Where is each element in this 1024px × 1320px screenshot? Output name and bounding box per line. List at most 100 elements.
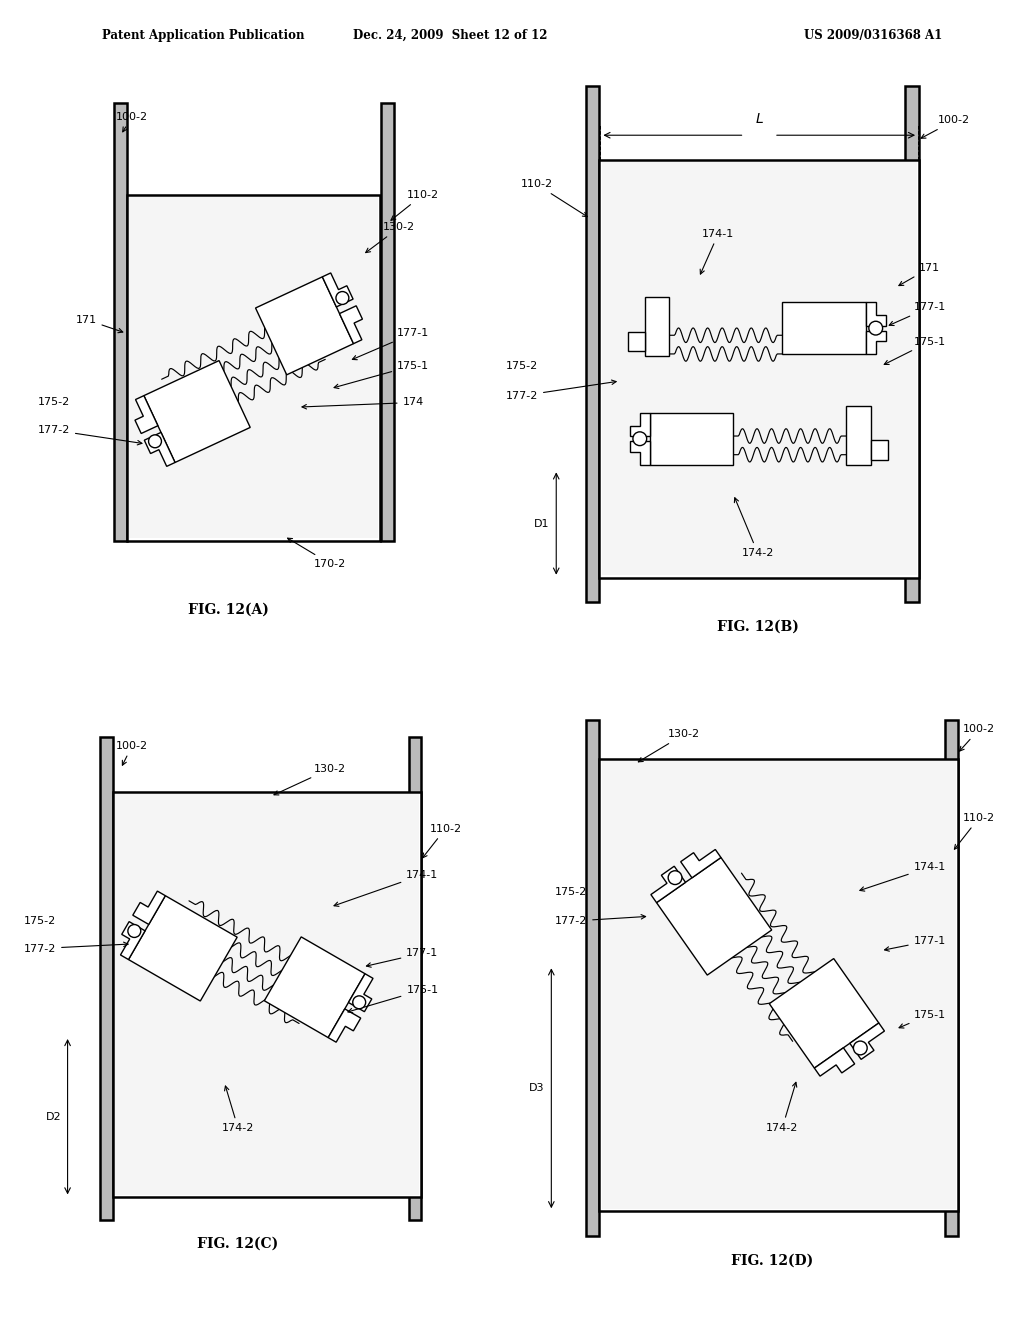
Polygon shape [782,302,866,354]
Text: 170-2: 170-2 [288,539,346,569]
Text: D1: D1 [534,519,549,528]
Text: 175-1: 175-1 [885,337,946,364]
Polygon shape [645,297,670,356]
Polygon shape [628,331,645,351]
Bar [599,160,919,578]
Bar [944,719,958,1236]
Polygon shape [348,974,373,1011]
Polygon shape [850,1023,885,1060]
Text: 171: 171 [76,314,123,333]
Text: 110-2: 110-2 [520,180,587,216]
Bar [127,195,380,541]
Text: 100-2: 100-2 [959,725,995,751]
Text: L: L [756,112,763,125]
Polygon shape [769,958,879,1068]
Text: D3: D3 [528,1084,545,1093]
Circle shape [868,321,883,335]
Bar [599,759,958,1212]
Text: 110-2: 110-2 [954,813,995,849]
Text: 130-2: 130-2 [366,222,416,252]
Text: 174-2: 174-2 [222,1086,254,1134]
Polygon shape [328,1008,360,1043]
Polygon shape [135,396,158,433]
Circle shape [669,871,682,884]
Text: 175-1: 175-1 [899,1010,946,1028]
Polygon shape [340,306,362,343]
Polygon shape [256,277,353,375]
Polygon shape [630,413,649,436]
Bar [381,103,394,541]
Polygon shape [814,1048,855,1076]
Polygon shape [630,441,649,465]
Polygon shape [133,891,165,924]
Bar [113,792,422,1197]
Text: 175-2: 175-2 [38,397,70,408]
Polygon shape [649,413,733,465]
Text: 174: 174 [302,397,424,409]
Text: US 2009/0316368 A1: US 2009/0316368 A1 [804,29,942,42]
Bar [114,103,127,541]
Text: 174-1: 174-1 [700,228,734,275]
Text: 110-2: 110-2 [391,190,438,220]
Text: 171: 171 [899,263,940,285]
Text: 100-2: 100-2 [921,115,971,139]
Bar [586,86,599,602]
Bar [115,795,419,1195]
Text: 175-2: 175-2 [24,916,56,925]
Polygon shape [144,433,175,466]
Text: 130-2: 130-2 [638,730,700,762]
Polygon shape [121,921,145,960]
Polygon shape [144,360,250,462]
Circle shape [853,1041,867,1055]
Bar [100,737,113,1221]
Polygon shape [651,866,685,903]
Text: 174-1: 174-1 [334,870,438,907]
Text: 177-2: 177-2 [555,915,645,927]
Circle shape [352,995,366,1008]
Bar [602,162,916,576]
Bar [905,86,919,602]
Text: 177-2: 177-2 [24,942,128,953]
Polygon shape [128,896,238,1001]
Text: 174-2: 174-2 [766,1082,799,1133]
Polygon shape [866,331,886,354]
Polygon shape [846,405,870,465]
Text: 177-1: 177-1 [367,948,438,968]
Text: 110-2: 110-2 [423,824,462,858]
Bar [602,762,955,1209]
Bar [409,737,422,1221]
Polygon shape [323,273,353,308]
Polygon shape [656,858,772,975]
Text: Dec. 24, 2009  Sheet 12 of 12: Dec. 24, 2009 Sheet 12 of 12 [353,29,548,42]
Bar [586,719,599,1236]
Polygon shape [866,302,886,326]
Circle shape [633,432,647,446]
Text: 177-1: 177-1 [352,329,429,360]
Text: 175-2: 175-2 [506,362,538,371]
Polygon shape [681,850,721,878]
Text: FIG. 12(B): FIG. 12(B) [717,619,799,634]
Text: 177-2: 177-2 [506,380,616,401]
Text: 100-2: 100-2 [116,741,148,766]
Text: 174-1: 174-1 [860,862,946,891]
Text: 130-2: 130-2 [274,764,346,795]
Text: 177-1: 177-1 [885,936,946,952]
Text: D2: D2 [46,1111,61,1122]
Text: 175-2: 175-2 [555,887,587,896]
Text: 175-1: 175-1 [348,985,438,1012]
Text: 100-2: 100-2 [116,112,148,132]
Text: Patent Application Publication: Patent Application Publication [102,29,305,42]
Text: FIG. 12(D): FIG. 12(D) [731,1253,814,1267]
Circle shape [336,292,349,305]
Circle shape [148,434,162,447]
Polygon shape [870,440,888,459]
Text: FIG. 12(A): FIG. 12(A) [188,603,269,616]
Circle shape [128,924,140,937]
Bar [129,198,378,539]
Text: FIG. 12(C): FIG. 12(C) [198,1237,279,1250]
Text: 175-1: 175-1 [334,360,429,388]
Polygon shape [264,937,365,1038]
Text: 177-1: 177-1 [889,302,946,326]
Text: 177-2: 177-2 [38,425,142,445]
Text: 174-2: 174-2 [734,498,774,558]
